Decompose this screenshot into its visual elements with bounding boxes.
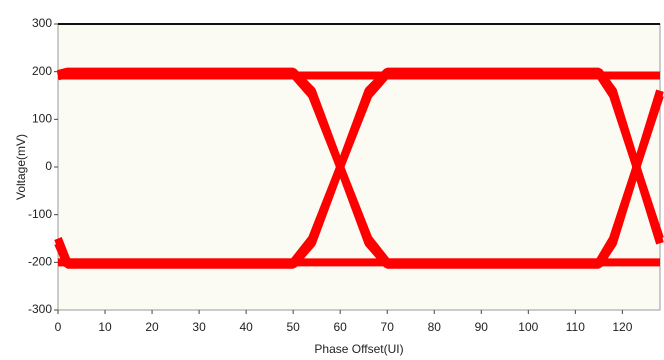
x-tick-label: 30 (192, 320, 206, 334)
x-tick-label: 80 (428, 320, 442, 334)
x-tick-label: 0 (55, 320, 62, 334)
x-tick-label: 20 (145, 320, 159, 334)
x-tick-label: 40 (239, 320, 253, 334)
y-tick-label: 0 (45, 159, 52, 173)
y-tick-label: 300 (32, 16, 52, 30)
y-tick-label: 100 (32, 112, 52, 126)
x-tick-label: 90 (475, 320, 489, 334)
x-tick-label: 100 (518, 320, 538, 334)
y-tick-label: -200 (28, 255, 52, 269)
x-tick-label: 70 (381, 320, 395, 334)
y-tick-label: -300 (28, 302, 52, 316)
y-axis-label: Voltage(mV) (14, 134, 28, 200)
y-tick-label: 200 (32, 64, 52, 78)
x-tick-label: 120 (612, 320, 632, 334)
x-axis-label: Phase Offset(UI) (314, 342, 403, 356)
x-tick-label: 10 (98, 320, 112, 334)
x-tick-label: 50 (286, 320, 300, 334)
x-tick-label: 60 (334, 320, 348, 334)
x-tick-label: 110 (566, 320, 585, 334)
y-tick-label: -100 (28, 207, 52, 221)
